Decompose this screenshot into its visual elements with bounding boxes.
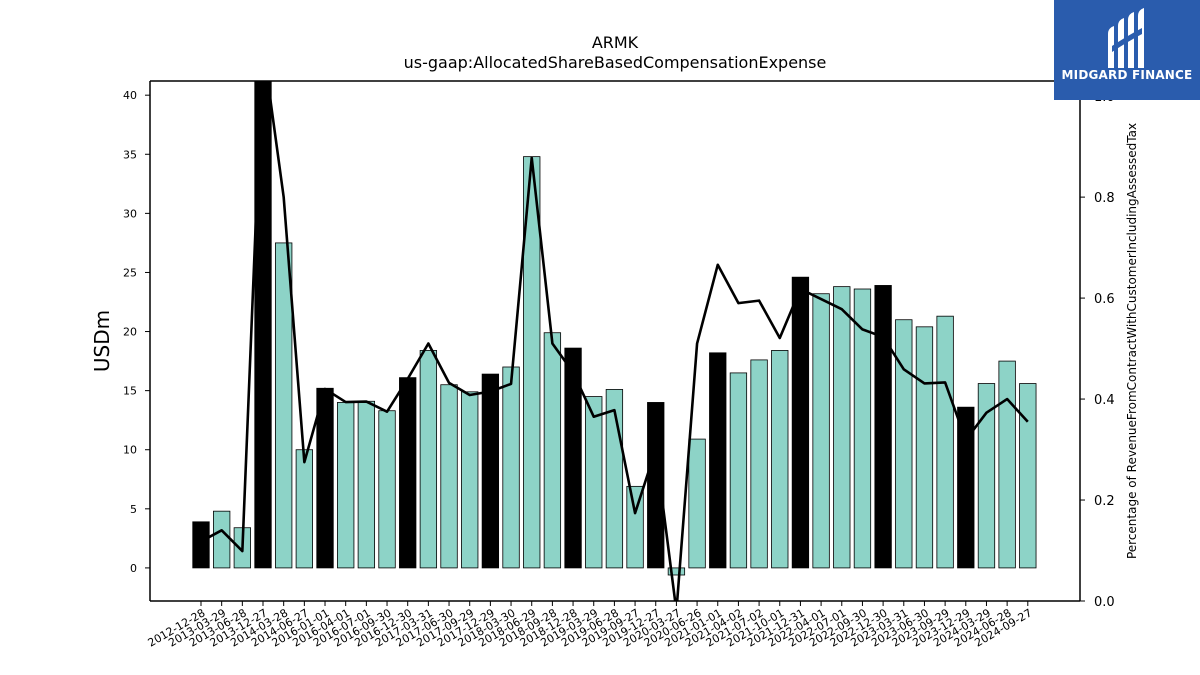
bar-2017-12-29 [481,373,500,569]
chart-subtitle: us-gaap:AllocatedShareBasedCompensationE… [404,53,827,72]
bar-2021-01-01 [709,352,727,569]
bar-2017-09-29 [461,391,479,569]
bar-2024-03-29 [977,383,996,569]
y2-tick-label: 0.0 [1094,595,1115,610]
y2-tick-label: 0.2 [1094,494,1115,509]
y2-tick-label: 0.8 [1094,191,1115,206]
y-tick-label: 10 [123,444,137,457]
bar-2022-07-01 [833,286,851,569]
y2-axis-label: Percentage of RevenueFromContractWithCus… [1125,123,1139,559]
bar-2016-01-01 [316,387,334,569]
y-tick-label: 5 [130,503,137,516]
y-tick-label: 30 [123,207,137,220]
bar-2016-12-30 [399,377,417,569]
axes-layer: 05101520253035400.00.20.40.60.81.02012-1… [123,80,1115,650]
brand-logo: MIDGARD FINANCE [1054,0,1200,100]
bar-2024-09-27 [1019,383,1037,569]
y-tick-label: 40 [123,89,137,102]
bar-2023-03-31 [895,319,913,569]
y-tick-label: 15 [123,385,137,398]
bar-2017-03-31 [419,350,438,569]
bar-2023-09-29 [936,315,954,569]
bar-2020-03-27 [667,567,686,576]
bar-2021-12-31 [791,276,810,569]
bar-2012-12-28 [192,521,210,569]
bar-2018-09-28 [543,332,562,569]
chart-title: ARMK [592,33,639,52]
bar-2019-12-27 [647,402,665,569]
bar-2013-03-29 [213,510,231,569]
y-tick-label: 20 [123,326,137,339]
bar-2021-07-02 [750,359,768,569]
bar-2018-12-28 [564,347,582,569]
bar-2022-04-01 [812,293,830,569]
bar-2021-10-01 [771,350,789,569]
revenue-share-line [200,81,1029,601]
bar-2018-03-30 [502,366,520,569]
bar-2022-12-30 [874,285,892,569]
bar-2021-04-02 [729,372,748,569]
bar-2013-12-27 [254,81,272,569]
bars-layer [192,81,1037,576]
bar-2024-06-28 [998,360,1016,569]
bar-2014-06-27 [295,449,314,569]
bar-2020-06-26 [688,438,706,569]
y-axis-label: USDm [90,310,114,372]
bar-2017-06-30 [440,384,458,569]
y-tick-label: 35 [123,148,137,161]
y2-tick-label: 0.6 [1094,292,1115,307]
line-layer [200,81,1029,601]
bar-2016-04-01 [337,402,355,569]
brand-name: MIDGARD FINANCE [1061,68,1193,82]
y2-tick-label: 0.4 [1094,393,1115,408]
y-tick-label: 0 [130,562,137,575]
bar-2023-12-29 [957,406,975,569]
bar-2023-06-30 [915,326,934,569]
bar-2016-09-30 [378,410,396,569]
y-tick-label: 25 [123,266,137,279]
bar-2016-07-01 [357,400,376,569]
bar-2019-03-29 [585,396,603,569]
bar-2014-03-28 [275,242,293,569]
midgard-logo-icon [1108,8,1144,68]
bar-2019-09-27 [626,485,644,569]
bar-2022-09-30 [853,288,872,569]
